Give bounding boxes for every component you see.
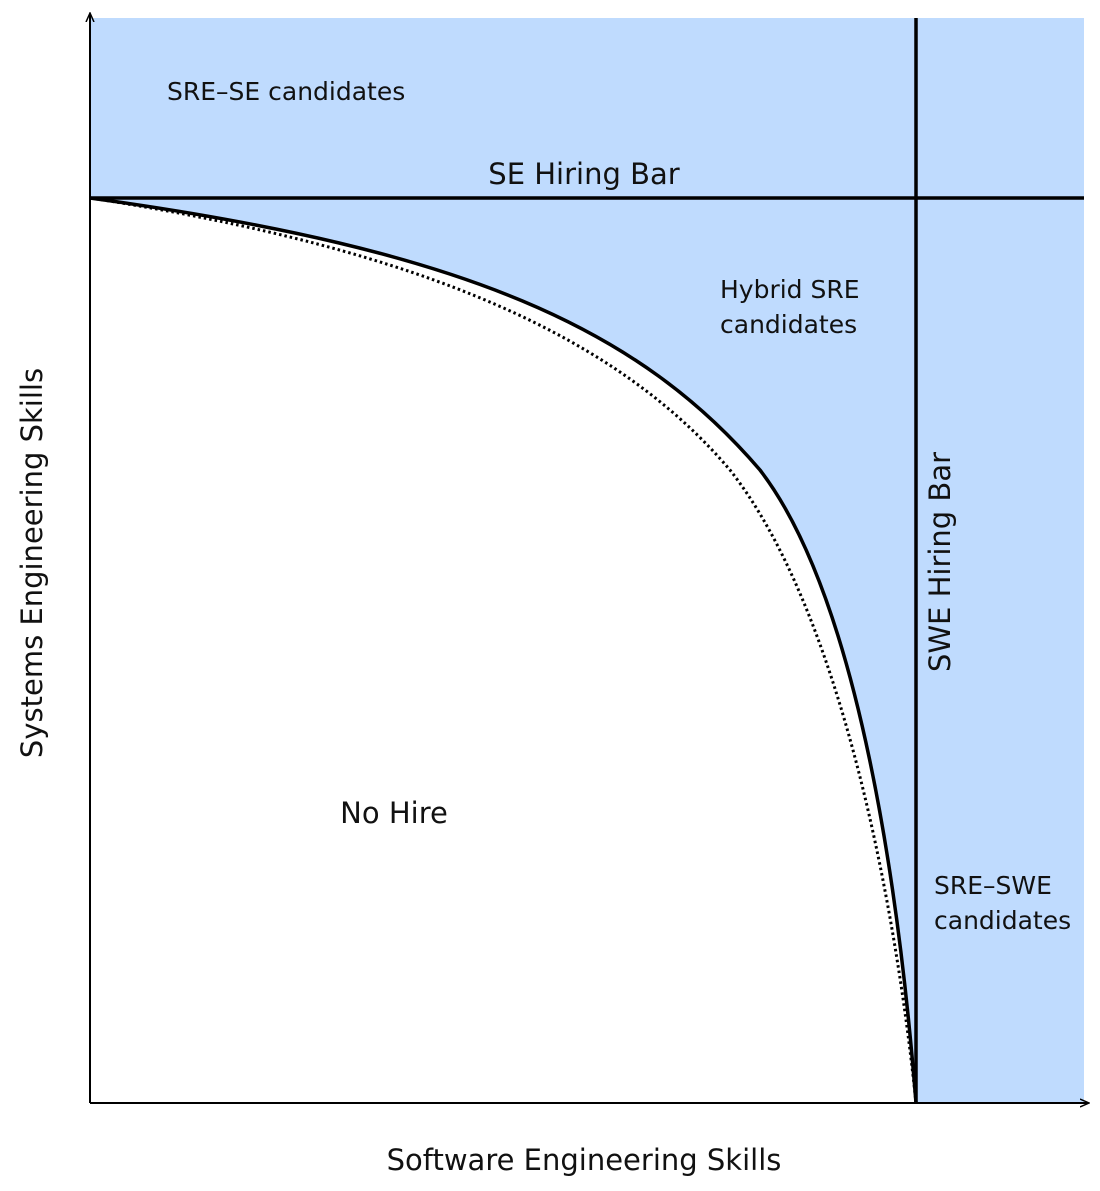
swe-hiring-bar-label: SWE Hiring Bar (923, 452, 957, 672)
no-hire-label: No Hire (340, 796, 448, 830)
sre-swe-region (916, 198, 1084, 1103)
sre-se-region (90, 18, 1084, 198)
hiring-curve (89, 196, 918, 1104)
y-axis-label: Systems Engineering Skills (15, 368, 49, 758)
hybrid-sre-region (90, 198, 916, 1103)
hiring-curve-dotted (89, 196, 918, 1104)
se-hiring-bar-label: SE Hiring Bar (488, 157, 679, 191)
sre-swe-label-line1: SRE–SWE (934, 871, 1052, 900)
sre-se-label: SRE–SE candidates (167, 77, 405, 106)
hybrid-sre-label-line2: candidates (720, 310, 857, 339)
x-axis-label: Software Engineering Skills (387, 1143, 782, 1177)
hybrid-sre-label-line1: Hybrid SRE (720, 275, 860, 304)
sre-swe-label-line2: candidates (934, 906, 1071, 935)
